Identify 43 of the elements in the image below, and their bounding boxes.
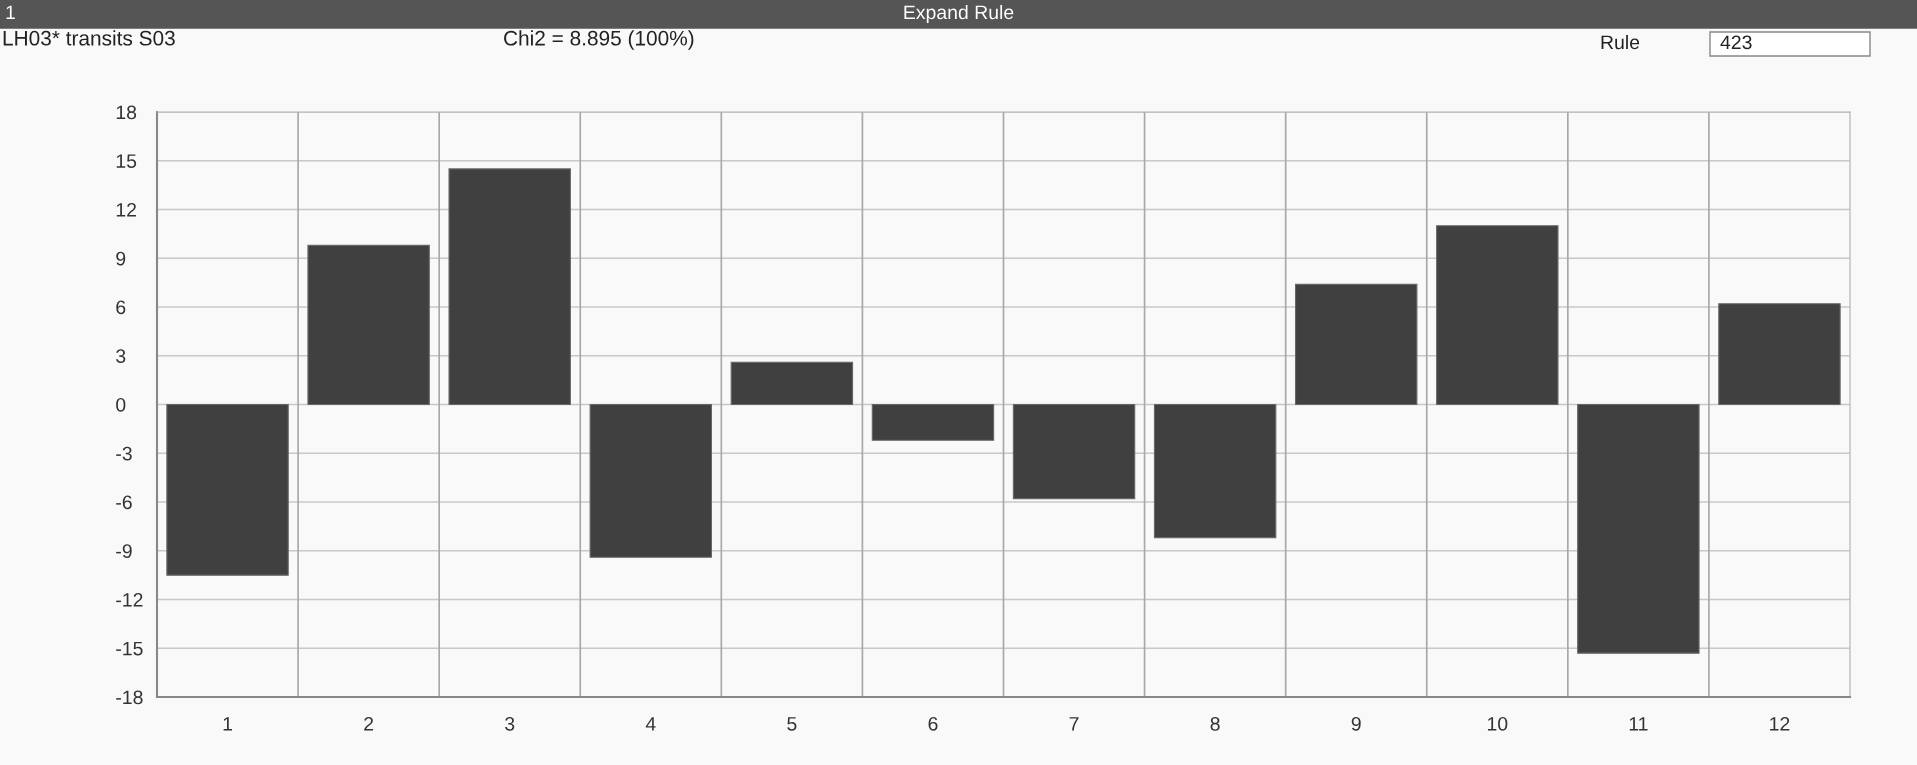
bar [1436, 225, 1559, 406]
x-tick-label: 3 [505, 716, 515, 731]
x-tick-label: 11 [1629, 717, 1648, 731]
y-tick-label: 12 [116, 202, 136, 217]
x-tick-label: 5 [787, 717, 797, 731]
bar [307, 244, 430, 406]
bar [730, 361, 854, 406]
text: 1 [6, 5, 15, 20]
x-tick-label: 9 [1351, 716, 1361, 731]
chart-subtitle: Chi2 = 8.895 (100%) [504, 30, 694, 50]
y-tick-label: -9 [116, 544, 132, 558]
bar [1718, 303, 1841, 406]
y-tick-label: 9 [116, 251, 126, 266]
bar [448, 168, 571, 406]
bar [166, 403, 289, 576]
chart-title: LH03* transits S03 [3, 30, 175, 46]
x-tick-label: 7 [1069, 717, 1079, 731]
y-tick-label: -15 [116, 641, 143, 656]
bar [1577, 403, 1700, 654]
bar [1153, 403, 1277, 539]
bar [1012, 403, 1136, 500]
x-tick-label: 1 [223, 717, 232, 731]
y-tick-label: 18 [116, 105, 137, 120]
bar [871, 403, 995, 441]
y-tick-label: 6 [116, 300, 126, 315]
y-tick-label: -6 [116, 495, 132, 510]
x-tick-label: 10 [1487, 716, 1508, 731]
x-tick-label: 12 [1770, 716, 1790, 731]
y-tick-label: -12 [116, 592, 143, 607]
y-tick-label: -3 [116, 446, 132, 461]
bar [589, 403, 713, 558]
x-tick-label: 4 [645, 717, 656, 731]
y-tick-label: -18 [116, 690, 143, 705]
x-tick-label: 8 [1210, 716, 1220, 731]
y-tick-label: 3 [116, 349, 126, 363]
text: Expand Rule [904, 4, 1014, 24]
text: 423 [1720, 35, 1752, 50]
x-tick-label: 6 [928, 716, 938, 731]
y-tick-label: 0 [116, 397, 126, 412]
text: Rule [1601, 34, 1640, 50]
bar [1294, 283, 1418, 406]
x-tick-label: 2 [364, 716, 374, 731]
y-tick-label: 15 [116, 154, 137, 168]
